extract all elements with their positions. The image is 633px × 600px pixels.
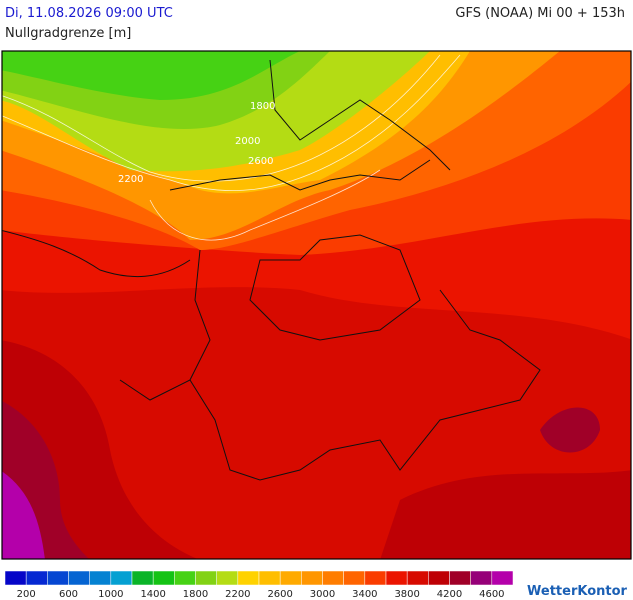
- colorbar-swatch: [364, 570, 387, 586]
- colorbar-swatch: [470, 570, 493, 586]
- colorbar-swatch: [174, 570, 196, 586]
- colorbar-swatch: [385, 570, 408, 586]
- valid-time: Di, 11.08.2026 09:00 UTC: [5, 6, 173, 21]
- contour-label: 1800: [250, 101, 275, 112]
- colorbar-swatch: [152, 570, 175, 586]
- parameter: Nullgradgrenze [m]: [5, 26, 132, 41]
- colorbar-swatch: [47, 570, 69, 586]
- colorbar-swatch: [322, 570, 344, 586]
- colorbar-swatch: [25, 570, 48, 586]
- colorbar-label: 600: [59, 589, 78, 600]
- colorbar-swatch: [258, 570, 281, 586]
- colorbar-swatch: [449, 570, 471, 586]
- contour-label: 2600: [248, 156, 273, 167]
- colorbar-swatch: [237, 570, 260, 586]
- colorbar-swatch: [301, 570, 323, 586]
- contour-label: 2000: [235, 136, 260, 147]
- colorbar-swatch: [279, 570, 302, 586]
- colorbar-label: 3800: [394, 589, 419, 600]
- colorbar-swatch: [343, 570, 366, 586]
- colorbar-label: 3000: [310, 589, 335, 600]
- logo: WetterKontor: [527, 584, 628, 599]
- colorbar-swatch: [406, 570, 429, 586]
- model-run: GFS (NOAA) Mi 00 + 153h: [455, 6, 625, 21]
- colorbar-label: 200: [17, 589, 36, 600]
- colorbar-label: 4600: [479, 589, 504, 600]
- colorbar-label: 1800: [183, 589, 208, 600]
- colorbar-swatch: [428, 570, 450, 586]
- colorbar-swatch: [491, 570, 514, 586]
- colorbar-swatch: [110, 570, 133, 586]
- colorbar-label: 2600: [267, 589, 292, 600]
- colorbar-swatch: [131, 570, 154, 586]
- colorbar-label: 1400: [140, 589, 165, 600]
- colorbar: 200 600 1000 1400 1800 2200 2600 3000 3400 3800 42…: [4, 570, 514, 600]
- colorbar-swatch: [4, 570, 27, 586]
- colorbar-label: 4200: [437, 589, 462, 600]
- map-frame: [1, 50, 632, 560]
- contour-label: 2200: [118, 174, 143, 185]
- colorbar-label: 1000: [98, 589, 123, 600]
- colorbar-label: 2200: [225, 589, 250, 600]
- colorbar-label: 3400: [352, 589, 377, 600]
- colorbar-swatch: [89, 570, 112, 586]
- contour-labels: 1800 2000 2600 2200: [118, 101, 275, 185]
- colorbar-swatch: [68, 570, 90, 586]
- colorbar-swatch: [216, 570, 239, 586]
- colorbar-swatch: [195, 570, 217, 586]
